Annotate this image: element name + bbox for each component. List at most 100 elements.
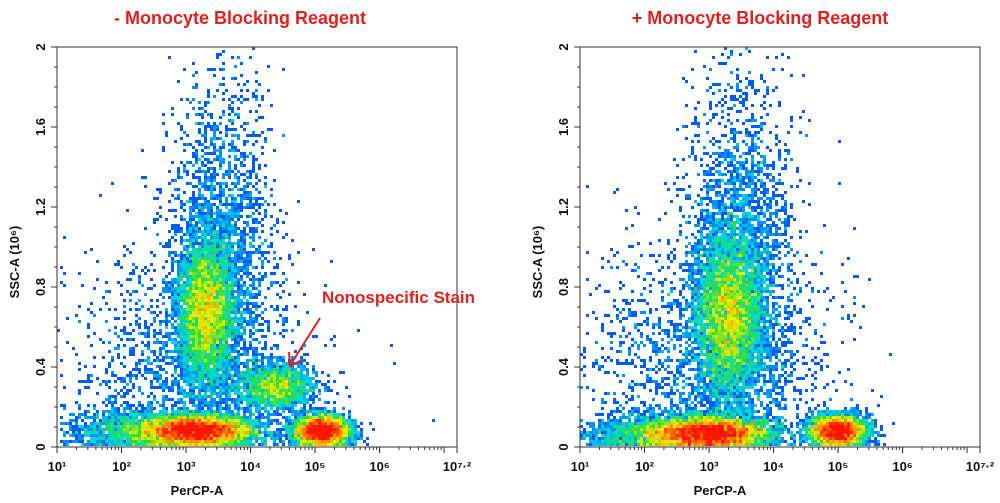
density-cell — [258, 392, 261, 395]
density-cell — [297, 362, 300, 365]
density-cell — [237, 365, 240, 368]
density-cell — [246, 263, 249, 266]
density-cell — [393, 362, 396, 365]
density-cell — [123, 305, 126, 308]
density-cell — [255, 287, 258, 290]
density-cell — [288, 434, 291, 437]
density-cell — [162, 443, 165, 446]
density-cell — [219, 326, 222, 329]
density-cell — [249, 437, 252, 440]
density-cell — [739, 194, 742, 197]
density-cell — [246, 365, 249, 368]
density-cell — [315, 386, 318, 389]
density-cell — [204, 200, 207, 203]
density-cell — [264, 200, 267, 203]
density-cell — [246, 380, 249, 383]
density-cell — [766, 209, 769, 212]
density-cell — [186, 269, 189, 272]
density-cell — [715, 218, 718, 221]
density-cell — [303, 389, 306, 392]
density-cell — [306, 437, 309, 440]
density-cell — [186, 305, 189, 308]
density-cell — [129, 332, 132, 335]
density-cell — [123, 419, 126, 422]
density-cell — [198, 422, 201, 425]
density-cell — [745, 86, 748, 89]
density-cell — [207, 260, 210, 263]
density-cell — [315, 425, 318, 428]
density-cell — [198, 242, 201, 245]
density-cell — [216, 293, 219, 296]
density-cell — [255, 302, 258, 305]
density-cell — [207, 443, 210, 446]
density-cell — [198, 386, 201, 389]
density-cell — [219, 380, 222, 383]
density-cell — [769, 206, 772, 209]
density-cell — [345, 422, 348, 425]
density-cell — [96, 413, 99, 416]
density-cell — [348, 395, 351, 398]
density-cell — [204, 326, 207, 329]
density-cell — [255, 218, 258, 221]
density-cell — [240, 320, 243, 323]
density-cell — [207, 335, 210, 338]
density-cell — [760, 77, 763, 80]
density-cell — [201, 371, 204, 374]
density-cell — [730, 215, 733, 218]
density-cell — [171, 251, 174, 254]
density-cell — [757, 167, 760, 170]
density-cell — [165, 413, 168, 416]
density-cell — [733, 128, 736, 131]
density-cell — [141, 341, 144, 344]
density-cell — [733, 227, 736, 230]
density-cell — [165, 308, 168, 311]
density-cell — [168, 209, 171, 212]
density-cell — [297, 410, 300, 413]
density-cell — [297, 365, 300, 368]
density-cell — [78, 320, 81, 323]
density-cell — [225, 347, 228, 350]
density-cell — [309, 398, 312, 401]
density-cell — [207, 401, 210, 404]
density-cell — [189, 320, 192, 323]
density-cell — [258, 179, 261, 182]
density-cell — [751, 227, 754, 230]
density-cell — [697, 221, 700, 224]
density-cell — [87, 431, 90, 434]
density-cell — [240, 443, 243, 446]
density-cell — [192, 341, 195, 344]
density-cell — [327, 380, 330, 383]
density-cell — [120, 380, 123, 383]
density-cell — [240, 242, 243, 245]
density-cell — [177, 170, 180, 173]
density-cell — [204, 350, 207, 353]
density-cell — [297, 431, 300, 434]
density-cell — [730, 107, 733, 110]
density-cell — [736, 176, 739, 179]
density-cell — [736, 77, 739, 80]
density-cell — [171, 356, 174, 359]
density-cell — [153, 413, 156, 416]
x-tick-label: 10¹ — [48, 459, 67, 474]
density-cell — [255, 338, 258, 341]
density-cell — [219, 338, 222, 341]
density-cell — [237, 359, 240, 362]
density-cell — [210, 386, 213, 389]
density-cell — [177, 173, 180, 176]
density-cell — [766, 227, 769, 230]
density-cell — [216, 443, 219, 446]
density-cell — [111, 416, 114, 419]
density-cell — [300, 398, 303, 401]
density-cell — [174, 371, 177, 374]
density-cell — [150, 422, 153, 425]
density-cell — [213, 431, 216, 434]
density-cell — [324, 431, 327, 434]
density-cell — [742, 176, 745, 179]
density-cell — [210, 212, 213, 215]
density-cell — [321, 413, 324, 416]
density-cell — [715, 194, 718, 197]
density-cell — [69, 425, 72, 428]
density-cell — [132, 395, 135, 398]
density-cell — [303, 437, 306, 440]
density-cell — [225, 215, 228, 218]
